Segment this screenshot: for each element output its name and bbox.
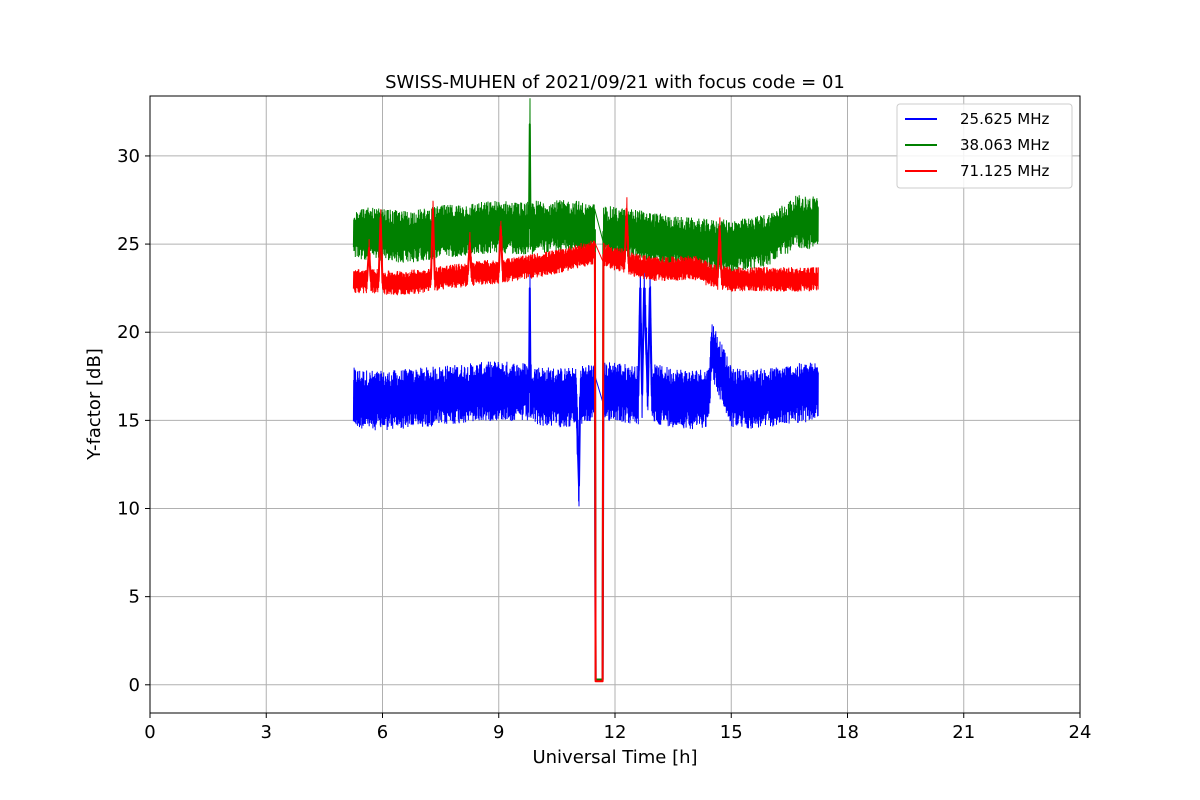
y-tick-label: 15 — [117, 410, 140, 431]
y-tick-label: 0 — [129, 675, 140, 696]
x-axis: 0 3 6 9 12 15 18 21 24 — [144, 713, 1091, 743]
y-tick-label: 10 — [117, 499, 140, 520]
x-tick-label: 18 — [836, 722, 859, 743]
legend-box — [896, 103, 1073, 189]
x-tick-label: 15 — [720, 722, 743, 743]
series-2 — [352, 197, 819, 683]
y-tick-label: 5 — [129, 587, 140, 608]
x-tick-label: 24 — [1069, 722, 1092, 743]
y-axis: 0 5 10 15 20 25 30 — [117, 146, 150, 696]
y-tick-label: 25 — [117, 234, 140, 255]
x-axis-label: Universal Time [h] — [532, 747, 697, 768]
x-tick-label: 21 — [952, 722, 975, 743]
x-tick-label: 3 — [261, 722, 272, 743]
series-noise-band — [352, 98, 819, 273]
x-tick-label: 0 — [144, 722, 155, 743]
chart-title: SWISS-MUHEN of 2021/09/21 with focus cod… — [385, 72, 845, 93]
y-tick-label: 20 — [117, 322, 140, 343]
legend-label: 25.625 MHz — [960, 110, 1049, 128]
y-tick-label: 30 — [117, 146, 140, 167]
y-axis-label: Y-factor [dB] — [84, 348, 105, 461]
plot-area — [352, 98, 819, 683]
x-tick-label: 6 — [377, 722, 388, 743]
legend-label: 71.125 MHz — [960, 162, 1049, 180]
series-line — [353, 207, 819, 683]
x-tick-label: 12 — [604, 722, 627, 743]
legend: 25.625 MHz 38.063 MHz 71.125 MHz — [896, 103, 1073, 189]
legend-label: 38.063 MHz — [960, 136, 1049, 154]
x-tick-label: 9 — [493, 722, 504, 743]
